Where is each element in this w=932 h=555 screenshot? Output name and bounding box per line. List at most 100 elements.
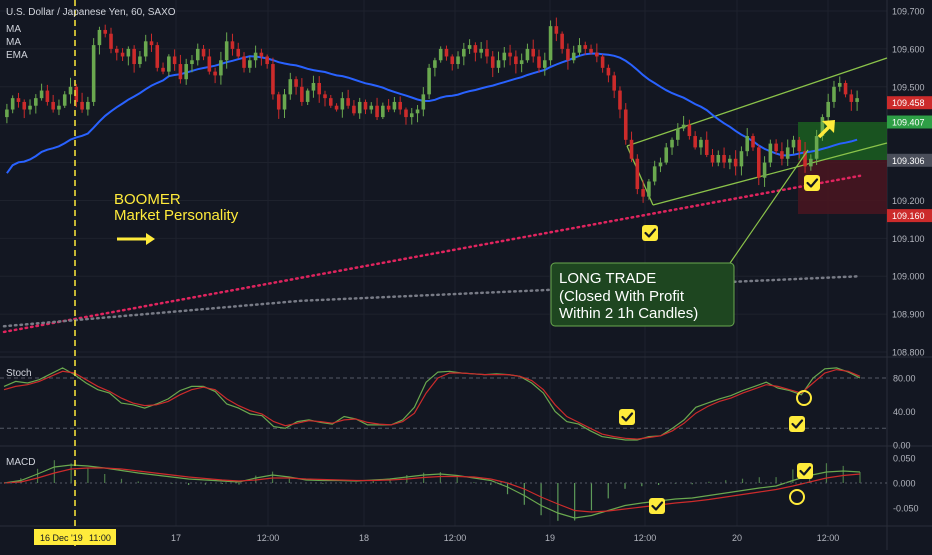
price-axis[interactable]: 109.700109.600109.500109.400109.300109.2…: [887, 7, 932, 514]
yellow-check-icon: [804, 175, 820, 191]
candle-body: [132, 48, 136, 65]
candle-body: [138, 56, 142, 65]
candle-body: [843, 82, 848, 95]
candle-body: [109, 33, 113, 49]
stoch-k-line[interactable]: [3, 367, 861, 441]
candle-body: [305, 90, 310, 102]
candle-body: [681, 124, 686, 129]
candle-body: [22, 101, 27, 110]
price-tick-label: 108.900: [892, 310, 925, 320]
candle-body: [103, 29, 108, 34]
candle-body: [855, 98, 859, 102]
channel-upper-line[interactable]: [626, 57, 888, 147]
price-tick-label: 109.500: [892, 82, 925, 92]
channel-lower-line[interactable]: [652, 142, 888, 206]
candle-body: [369, 105, 374, 110]
indicator-ma-1[interactable]: MA: [6, 24, 21, 35]
macd-tick-label: -0.050: [893, 504, 919, 514]
candle-body: [97, 29, 102, 46]
candle-body: [531, 48, 536, 57]
candle-body: [508, 52, 512, 57]
candle-body: [560, 33, 564, 49]
candle-body: [473, 45, 478, 53]
candle-body: [323, 94, 327, 99]
yellow-check-icon: [642, 225, 658, 241]
price-tick-label: 109.000: [892, 272, 925, 282]
price-tick-label: 109.700: [892, 7, 925, 17]
candle-body: [16, 98, 21, 102]
candle-body: [409, 113, 414, 118]
indicator-ema[interactable]: EMA: [6, 50, 28, 61]
candle-body: [618, 90, 622, 110]
candle-body: [785, 147, 790, 159]
candle-body: [143, 41, 148, 57]
macd-cross-circle-icon: [789, 489, 805, 505]
candle-body: [57, 105, 61, 110]
candle-body: [288, 79, 293, 95]
candle-body: [456, 56, 460, 65]
candle-body: [317, 82, 322, 95]
long-trade-title: LONG TRADE: [559, 270, 656, 287]
indicator-ma-2[interactable]: MA: [6, 37, 21, 48]
candle-body: [311, 82, 316, 91]
price-badge: [887, 153, 932, 167]
blue-ma-line[interactable]: [6, 52, 858, 174]
candle-body: [745, 136, 750, 152]
time-cursor-hour: 11:00: [89, 533, 111, 543]
candle-body: [45, 90, 50, 102]
price-badge-label: 109.306: [892, 156, 925, 166]
candle-body: [184, 64, 188, 80]
time-tick-label: 17: [171, 533, 181, 543]
candle-body: [583, 45, 588, 49]
candle-body: [780, 151, 784, 159]
candle-body: [10, 98, 15, 110]
stoch-pane: [3, 367, 861, 441]
stoch-d-line[interactable]: [3, 368, 861, 440]
price-badge: [887, 209, 932, 223]
yellow-check-icon: [789, 416, 805, 432]
candle-body: [485, 48, 489, 57]
candle-body: [178, 64, 183, 80]
macd-signal-line[interactable]: [3, 467, 861, 513]
candle-body: [421, 94, 426, 110]
candle-body: [392, 101, 397, 110]
candle-body: [404, 109, 408, 118]
candle-body: [236, 48, 241, 57]
time-tick-label: 18: [359, 533, 369, 543]
candle-body: [762, 162, 767, 178]
candle-body: [623, 109, 628, 140]
candle-body: [514, 56, 518, 65]
boomer-label: BOOMER: [114, 191, 181, 208]
candle-body: [704, 139, 709, 155]
candle-body: [548, 26, 553, 61]
macd-pane-title[interactable]: MACD: [6, 457, 35, 468]
candle-body: [172, 56, 177, 65]
candle-body: [797, 139, 802, 152]
time-tick-label: 12:00: [257, 533, 280, 543]
candle-body: [751, 136, 755, 148]
stoch-tick-label: 0.00: [893, 441, 911, 451]
yellow-up-arrow-icon: [817, 120, 835, 139]
candle-body: [502, 52, 507, 61]
candle-body: [791, 139, 796, 148]
candle-body: [641, 189, 645, 197]
candle-body: [375, 105, 379, 118]
candle-body: [51, 101, 55, 110]
candle-body: [39, 90, 44, 99]
price-tick-label: 109.600: [892, 44, 925, 54]
pink-ema-dotted-line[interactable]: [2, 174, 862, 334]
macd-line[interactable]: [3, 464, 861, 519]
candle-body: [733, 158, 738, 167]
time-axis[interactable]: 16 Dec '19 11:00 17 12:00 18 12:00 19 12:00 20 12…: [34, 529, 839, 545]
candle-body: [28, 105, 32, 110]
candle-body: [271, 64, 275, 95]
macd-tick-label: 0.000: [893, 479, 916, 489]
candle-body: [629, 139, 634, 159]
long-trade-callout[interactable]: LONG TRADE (Closed With Profit Within 2 …: [550, 262, 735, 327]
stoch-pane-title[interactable]: Stoch: [6, 368, 32, 379]
long-trade-box: [550, 262, 735, 327]
stoch-cross-circle-icon: [796, 390, 812, 406]
candle-body: [837, 82, 842, 87]
